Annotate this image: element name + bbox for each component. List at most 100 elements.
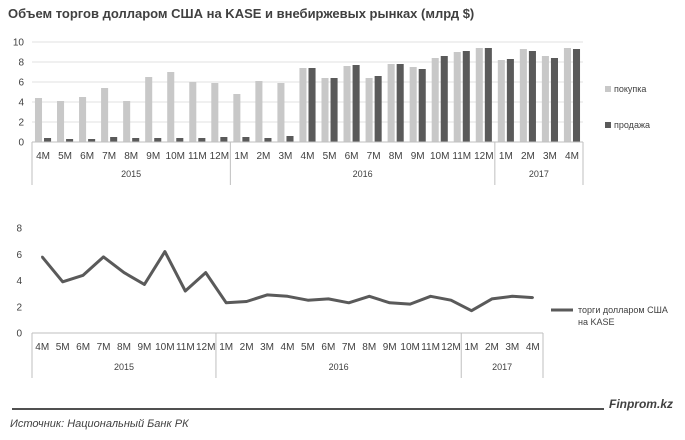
x-tick-label: 3M	[279, 151, 293, 162]
data-point	[531, 296, 534, 299]
chart-title: Объем торгов долларом США на KASE и внеб…	[8, 6, 475, 21]
data-point	[265, 293, 269, 297]
x-tick-label: 9M	[137, 342, 151, 353]
x-tick-label: 12M	[441, 342, 460, 353]
data-point	[511, 295, 514, 298]
bar-buy	[233, 94, 241, 142]
bar-sell	[484, 48, 492, 142]
x-tick-label: 9M	[383, 342, 397, 353]
x-tick-label: 5M	[301, 342, 315, 353]
bar-sell	[572, 49, 581, 142]
x-tick-label: 10M	[155, 342, 174, 353]
bar-buy	[409, 67, 417, 142]
legend-label: покупка	[614, 84, 646, 94]
bar-buy	[475, 48, 483, 142]
legend-label: продажа	[614, 120, 650, 130]
bar-sell	[374, 76, 382, 142]
data-point	[143, 283, 146, 286]
x-tick-label: 5M	[323, 151, 337, 162]
x-tick-label: 1M	[219, 342, 233, 353]
y-tick-label: 6	[18, 78, 24, 89]
x-tick-label: 8M	[362, 342, 376, 353]
data-point	[41, 255, 44, 259]
x-tick-label: 4M	[565, 151, 579, 162]
x-tick-label: 12M	[210, 151, 229, 162]
data-point	[245, 300, 248, 303]
x-tick-label: 11M	[452, 151, 471, 162]
series-line	[41, 250, 533, 313]
bar-sell	[352, 65, 360, 142]
bar-buy	[211, 83, 219, 142]
footer-rule	[12, 408, 604, 410]
bar-sell	[176, 138, 184, 142]
data-point	[449, 298, 453, 302]
bar-sell	[44, 138, 52, 142]
x-tick-label: 8M	[389, 151, 403, 162]
x-tick-label: 6M	[345, 151, 359, 162]
data-point	[408, 302, 412, 306]
y-tick-label: 4	[18, 98, 24, 109]
x-tick-label: 1M	[499, 151, 513, 162]
bar-sell	[418, 69, 426, 142]
data-point	[122, 271, 126, 274]
data-point	[490, 297, 494, 301]
data-point	[204, 271, 207, 274]
bar-buy	[101, 88, 109, 142]
x-tick-label: 7M	[367, 151, 381, 162]
bar-buy	[321, 78, 329, 142]
x-tick-label: 2M	[256, 151, 270, 162]
bar-buy	[453, 52, 461, 142]
y-tick-label: 2	[18, 118, 24, 129]
data-point	[184, 289, 187, 293]
data-point	[224, 301, 228, 305]
bar-buy	[299, 68, 307, 142]
x-tick-label: 10M	[430, 151, 449, 162]
x-tick-label: 4M	[526, 342, 540, 353]
year-label: 2016	[329, 362, 349, 372]
x-tick-label: 9M	[411, 151, 425, 162]
bar-buy	[145, 77, 153, 142]
data-point	[163, 250, 167, 253]
data-point	[327, 297, 330, 301]
bar-buy	[343, 66, 351, 142]
bar-sell	[242, 137, 250, 142]
data-point	[81, 274, 85, 277]
x-tick-label: 2M	[240, 342, 254, 353]
legend-label: торги долларом США на KASE	[578, 305, 668, 327]
bar-buy	[497, 60, 505, 142]
x-tick-label: 5M	[56, 342, 70, 353]
x-tick-label: 5M	[58, 151, 72, 162]
bar-buy	[277, 83, 285, 142]
bar-buy	[387, 64, 395, 142]
brand-label: Finprom.kz	[608, 397, 673, 411]
x-tick-label: 10M	[400, 342, 419, 353]
bar-sell	[396, 64, 404, 142]
y-tick-label: 10	[13, 38, 25, 49]
x-tick-label: 11M	[176, 342, 195, 353]
x-tick-label: 9M	[146, 151, 160, 162]
x-tick-label: 12M	[196, 342, 215, 353]
bar-sell	[88, 139, 96, 142]
y-tick-label: 2	[16, 302, 22, 313]
bar-sell	[330, 78, 338, 142]
x-tick-label: 8M	[117, 342, 131, 353]
data-point	[347, 301, 351, 305]
x-tick-label: 4M	[281, 342, 295, 353]
data-point	[286, 295, 289, 298]
bar-sell	[154, 138, 162, 142]
x-tick-label: 4M	[301, 151, 315, 162]
data-point	[470, 309, 473, 312]
x-tick-label: 7M	[97, 342, 111, 353]
bar-buy	[167, 72, 175, 142]
x-tick-label: 6M	[321, 342, 335, 353]
x-tick-label: 4M	[36, 151, 50, 162]
y-tick-label: 0	[16, 329, 22, 340]
legend-swatch-sell	[605, 122, 611, 128]
y-tick-label: 8	[18, 58, 24, 69]
bar-sell	[308, 68, 316, 142]
x-tick-label: 2M	[485, 342, 499, 353]
bar-buy	[57, 101, 65, 142]
bar-sell	[66, 139, 74, 142]
x-tick-label: 7M	[342, 342, 356, 353]
